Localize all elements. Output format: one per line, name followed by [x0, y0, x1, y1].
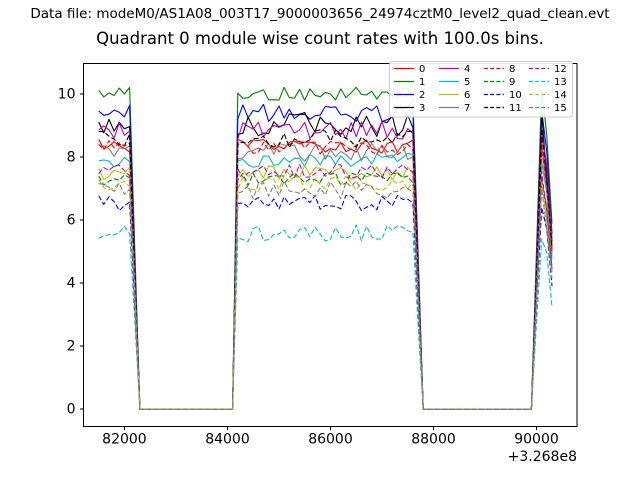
legend-label-3: 3 [419, 103, 425, 114]
legend-label-2: 2 [419, 90, 425, 101]
legend-entry-8: 8 [484, 64, 515, 75]
legend-entry-2: 2 [394, 90, 425, 101]
legend-entry-12: 12 [529, 64, 567, 75]
legend-label-6: 6 [464, 90, 470, 101]
x-tick-label: 82000 [102, 432, 147, 448]
legend-label-12: 12 [554, 64, 567, 75]
x-tick-label: 84000 [205, 432, 250, 448]
series-line-2 [98, 103, 553, 410]
x-tick-label: 86000 [308, 432, 353, 448]
legend-label-1: 1 [419, 77, 425, 88]
series-line-13 [98, 224, 553, 410]
x-axis-offset-label: +3.268e8 [508, 449, 577, 465]
axes-frame [83, 63, 578, 427]
y-tick-label: 2 [67, 339, 76, 355]
legend-label-4: 4 [464, 64, 470, 75]
legend-label-7: 7 [464, 103, 470, 114]
legend-label-5: 5 [464, 77, 470, 88]
legend-frame [389, 61, 573, 118]
series-line-9 [98, 172, 553, 410]
chart-title: Quadrant 0 module wise count rates with … [96, 29, 544, 48]
legend-entry-13: 13 [529, 77, 567, 88]
legend-entry-7: 7 [439, 103, 470, 114]
series-lines [98, 86, 553, 410]
series-line-15 [98, 180, 553, 410]
legend-label-0: 0 [419, 64, 425, 75]
legend-entry-1: 1 [394, 77, 425, 88]
legend-label-15: 15 [554, 103, 567, 114]
legend-entry-15: 15 [529, 103, 567, 114]
series-line-11 [98, 128, 553, 410]
legend-label-9: 9 [509, 77, 515, 88]
series-line-10 [98, 194, 553, 410]
legend-entry-9: 9 [484, 77, 515, 88]
series-line-14 [98, 175, 553, 410]
series-line-4 [98, 120, 553, 410]
legend-entry-14: 14 [529, 90, 567, 101]
legend-label-13: 13 [554, 77, 567, 88]
axis-ticks: 82000 84000 86000 88000 90000 0 2 4 6 8 10 +3.268e8 [58, 87, 577, 465]
series-line-7 [98, 142, 553, 410]
series-line-12 [98, 163, 553, 410]
y-tick-label: 8 [67, 150, 76, 166]
legend-entry-11: 11 [484, 103, 522, 114]
legend-label-11: 11 [509, 103, 522, 114]
data-file-label: Data file: modeM0/AS1A08_003T17_90000036… [30, 6, 610, 22]
series-line-3 [98, 111, 553, 410]
y-tick-label: 10 [58, 87, 76, 103]
series-line-5 [98, 152, 553, 410]
legend-entry-0: 0 [394, 64, 425, 75]
legend-entry-5: 5 [439, 77, 470, 88]
legend-entry-3: 3 [394, 103, 425, 114]
series-line-1 [98, 86, 553, 410]
legend-entry-4: 4 [439, 64, 470, 75]
y-tick-label: 0 [67, 402, 76, 418]
series-line-8 [98, 140, 553, 410]
series-line-0 [98, 138, 553, 410]
legend-label-14: 14 [554, 90, 567, 101]
x-tick-label: 90000 [514, 432, 559, 448]
legend-label-8: 8 [509, 64, 515, 75]
x-tick-label: 88000 [411, 432, 456, 448]
y-tick-label: 4 [67, 276, 76, 292]
series-line-6 [98, 164, 553, 410]
legend-entry-6: 6 [439, 90, 470, 101]
plot-frame [83, 63, 578, 427]
y-tick-label: 6 [67, 213, 76, 229]
legend-label-10: 10 [509, 90, 522, 101]
legend-entry-10: 10 [484, 90, 522, 101]
